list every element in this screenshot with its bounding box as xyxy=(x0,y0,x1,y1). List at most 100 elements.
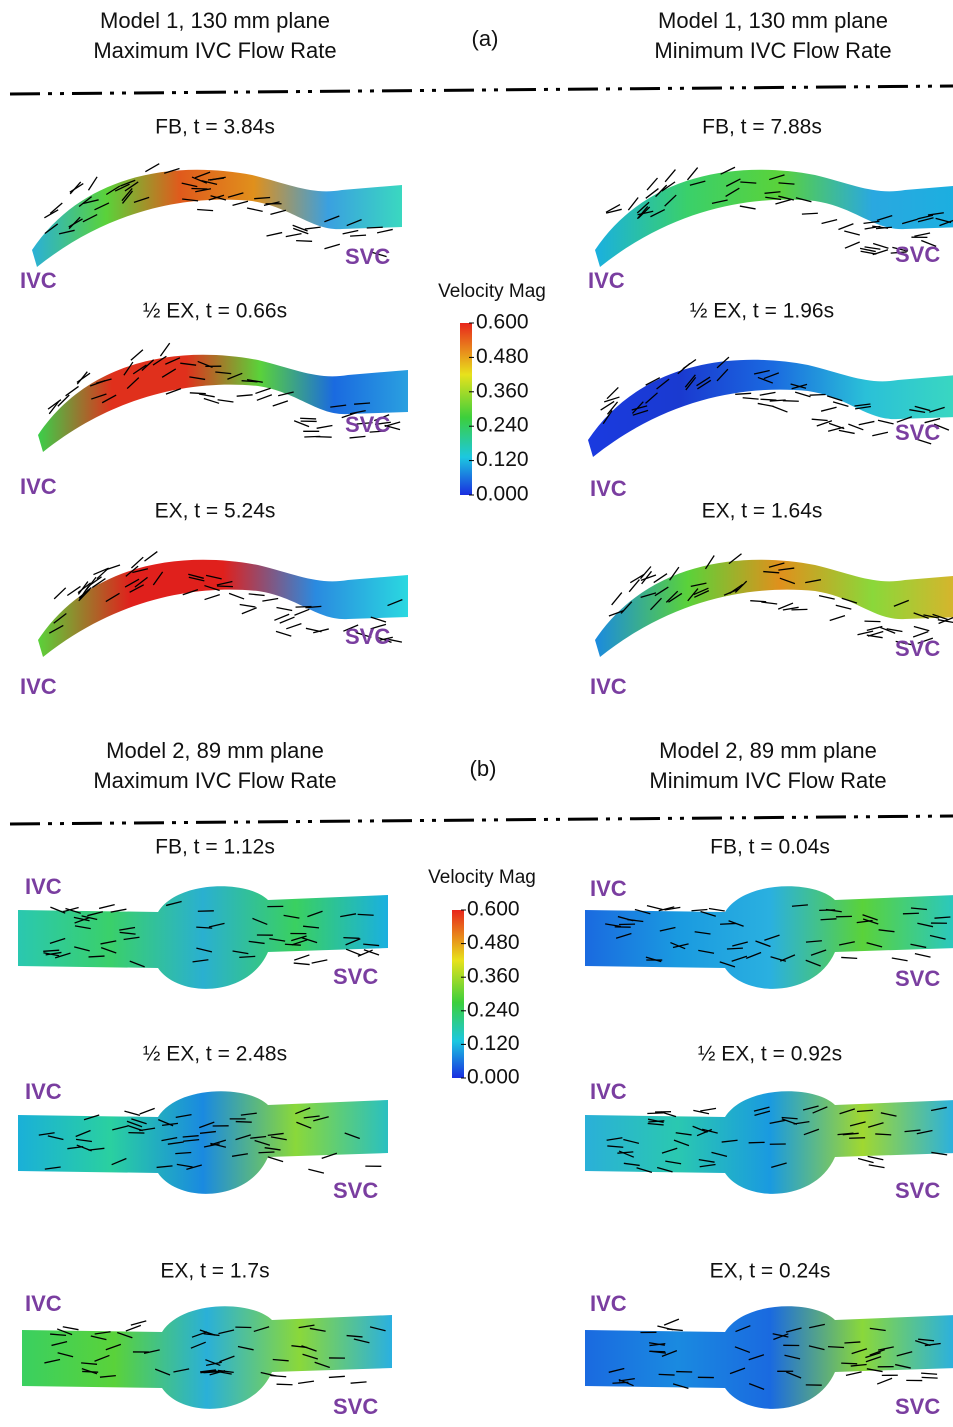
column-header: Model 2, 89 mm plane xyxy=(659,738,877,763)
velocity-arrow xyxy=(56,1328,73,1336)
velocity-arrow xyxy=(167,1141,184,1145)
velocity-arrow xyxy=(124,1110,141,1117)
velocity-arrow xyxy=(844,230,860,236)
velocity-arrow xyxy=(809,1323,825,1329)
velocity-arrow xyxy=(929,406,945,413)
velocity-arrow xyxy=(66,585,81,597)
velocity-arrow xyxy=(303,1115,320,1119)
velocity-arrow xyxy=(809,393,826,396)
flow-field xyxy=(585,886,953,989)
velocity-arrow xyxy=(812,1106,828,1114)
velocity-arrow xyxy=(207,177,224,181)
velocity-arrow xyxy=(917,217,934,223)
velocity-arrow xyxy=(69,181,82,195)
velocity-arrow xyxy=(298,1324,315,1329)
velocity-arrow xyxy=(654,586,669,597)
velocity-arrow xyxy=(841,597,858,604)
velocity-arrow xyxy=(645,377,661,386)
flow-field xyxy=(38,354,408,452)
velocity-arrow xyxy=(725,187,740,197)
velocity-arrow xyxy=(637,210,654,216)
colorbar-tick-label: 0.360 xyxy=(476,379,529,402)
image-title: FB, t = 7.88s xyxy=(702,116,822,139)
velocity-arrow xyxy=(838,941,855,946)
velocity-arrow xyxy=(343,624,359,632)
velocity-arrow xyxy=(181,182,198,188)
velocity-arrow xyxy=(862,914,878,921)
inlet-label: IVC xyxy=(20,674,57,699)
velocity-arrow xyxy=(863,220,880,224)
velocity-arrow xyxy=(350,234,367,237)
velocity-arrow xyxy=(769,1119,786,1124)
velocity-arrow xyxy=(835,604,852,610)
velocity-arrow xyxy=(921,239,937,247)
inlet-label: IVC xyxy=(25,1079,62,1104)
velocity-arrow xyxy=(877,419,894,425)
velocity-arrow xyxy=(236,394,253,397)
velocity-arrow xyxy=(291,935,307,942)
velocity-arrow xyxy=(117,1331,133,1339)
velocity-arrow xyxy=(750,600,767,603)
velocity-arrow xyxy=(44,223,59,234)
velocity-arrow xyxy=(263,201,280,207)
velocity-arrow xyxy=(132,364,147,375)
velocity-arrow xyxy=(239,955,256,958)
velocity-arrow xyxy=(94,1331,111,1335)
velocity-arrow xyxy=(660,1111,677,1118)
velocity-arrow xyxy=(867,630,884,637)
velocity-arrow xyxy=(133,196,150,203)
column-header: Minimum IVC Flow Rate xyxy=(654,38,891,63)
velocity-arrow xyxy=(255,387,271,395)
inlet-label: IVC xyxy=(25,1291,62,1316)
inlet-label: IVC xyxy=(25,874,62,899)
velocity-arrow xyxy=(132,568,149,574)
velocity-arrow xyxy=(191,187,208,190)
velocity-arrow xyxy=(636,201,650,214)
velocity-arrow xyxy=(82,213,98,223)
velocity-arrow xyxy=(197,208,214,212)
velocity-arrow xyxy=(735,1325,751,1333)
velocity-arrow xyxy=(794,391,811,398)
velocity-arrow xyxy=(692,1125,708,1133)
velocity-arrow xyxy=(293,962,310,966)
velocity-arrow xyxy=(311,959,328,964)
velocity-arrow xyxy=(373,414,390,422)
velocity-arrow xyxy=(627,197,639,211)
velocity-arrow xyxy=(805,579,822,584)
velocity-arrow xyxy=(74,916,90,924)
velocity-arrow xyxy=(772,1333,789,1338)
velocity-arrow xyxy=(90,1335,107,1341)
velocity-arrow xyxy=(658,1373,675,1376)
velocity-arrow xyxy=(816,420,833,427)
outlet-label: SVC xyxy=(333,964,378,989)
velocity-arrow xyxy=(91,578,106,589)
velocity-arrow xyxy=(232,950,249,955)
velocity-arrow xyxy=(371,251,387,258)
velocity-arrow xyxy=(735,392,752,395)
velocity-arrow xyxy=(345,938,361,946)
velocity-arrow xyxy=(363,943,380,947)
velocity-arrow xyxy=(770,956,787,962)
velocity-arrow xyxy=(696,376,711,387)
velocity-arrow xyxy=(313,1116,329,1122)
velocity-arrow xyxy=(649,1342,666,1347)
velocity-arrow xyxy=(686,167,699,181)
velocity-arrow xyxy=(81,1362,98,1365)
velocity-arrow xyxy=(672,943,689,949)
velocity-arrow xyxy=(700,910,716,917)
velocity-arrow xyxy=(248,940,265,945)
velocity-arrow xyxy=(745,951,762,959)
velocity-arrow xyxy=(295,605,312,608)
velocity-arrow xyxy=(729,1367,746,1375)
velocity-arrow xyxy=(636,1167,653,1174)
velocity-arrow xyxy=(144,551,158,562)
velocity-arrow xyxy=(665,1160,682,1165)
velocity-arrow xyxy=(790,383,807,389)
velocity-arrow xyxy=(600,400,615,411)
velocity-arrow xyxy=(309,1327,326,1332)
velocity-arrow xyxy=(279,616,295,624)
velocity-arrow xyxy=(845,1371,862,1376)
velocity-arrow xyxy=(165,900,182,907)
velocity-arrow xyxy=(296,239,313,242)
